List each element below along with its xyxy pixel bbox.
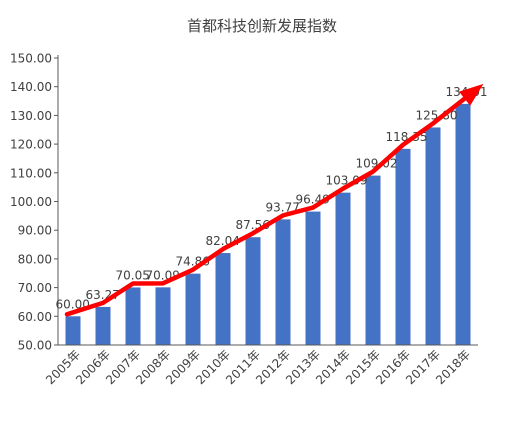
y-tick-label: 80.00 [18,252,52,266]
y-tick-label: 130.00 [10,109,52,123]
bar [305,211,321,345]
bar [275,219,291,345]
bar [425,127,441,345]
y-tick-label: 70.00 [18,281,52,295]
y-tick-label: 60.00 [18,310,52,324]
y-tick-label: 110.00 [10,166,52,180]
bar [395,148,411,345]
bar-series [65,103,471,345]
bar [335,192,351,345]
y-axis: 50.00 60.00 70.00 80.00 90.00 100.00 110.00 120… [10,52,59,353]
trend-line [64,93,470,317]
bar-value-label: 103.09 [326,174,368,188]
bar-value-label: 93.77 [266,200,300,214]
trend-arrowhead [459,83,484,106]
trend-arrow [64,83,484,317]
bar [455,103,471,345]
bar [125,287,141,345]
y-tick-label: 50.00 [18,339,52,353]
bar [65,316,81,345]
chart-title: 首都科技创新发展指数 [187,17,337,35]
bar [215,253,231,345]
bar-value-label: 70.05 [116,268,150,282]
y-tick-label: 150.00 [10,52,52,66]
y-tick-label: 90.00 [18,224,52,238]
y-tick-label: 100.00 [10,195,52,209]
value-labels: 60.0063.2770.0570.0974.8682.0487.5693.77… [56,85,488,311]
y-tick-label: 140.00 [10,80,52,94]
x-axis: 2005年2006年2007年2008年2009年2010年2011年2012年… [43,344,478,387]
y-tick-label: 120.00 [10,138,52,152]
bar [365,175,381,345]
bar [95,306,111,345]
bar [155,287,171,345]
bar [185,273,201,345]
bar [245,237,261,345]
